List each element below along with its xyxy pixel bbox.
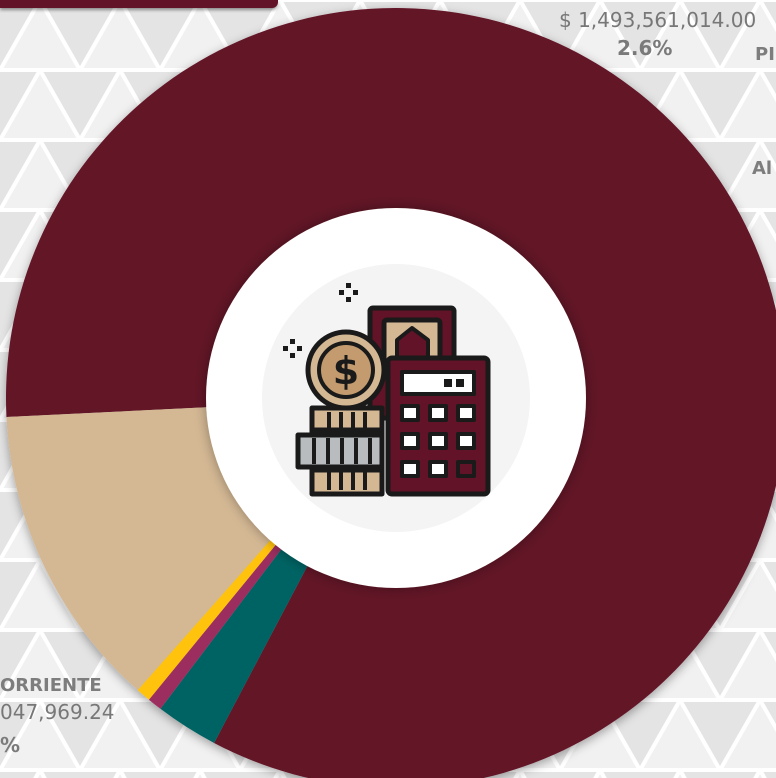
svg-text:$: $ [333, 349, 359, 393]
slice-name-label-cut-2: Al [752, 158, 773, 179]
money-calculator-coins-icon: $ [283, 283, 491, 497]
slice-amount-label-left: 047,969.24 [0, 700, 115, 724]
top-header-bar [0, 0, 278, 8]
slice-percent-label: 2.6% [617, 36, 673, 60]
slice-amount-label: $ 1,493,561,014.00 [559, 8, 757, 32]
slice-name-label-left: ORRIENTE [0, 675, 102, 696]
slice-name-label-cut-1: PI [755, 44, 775, 65]
slice-percent-label-left: % [0, 733, 21, 757]
